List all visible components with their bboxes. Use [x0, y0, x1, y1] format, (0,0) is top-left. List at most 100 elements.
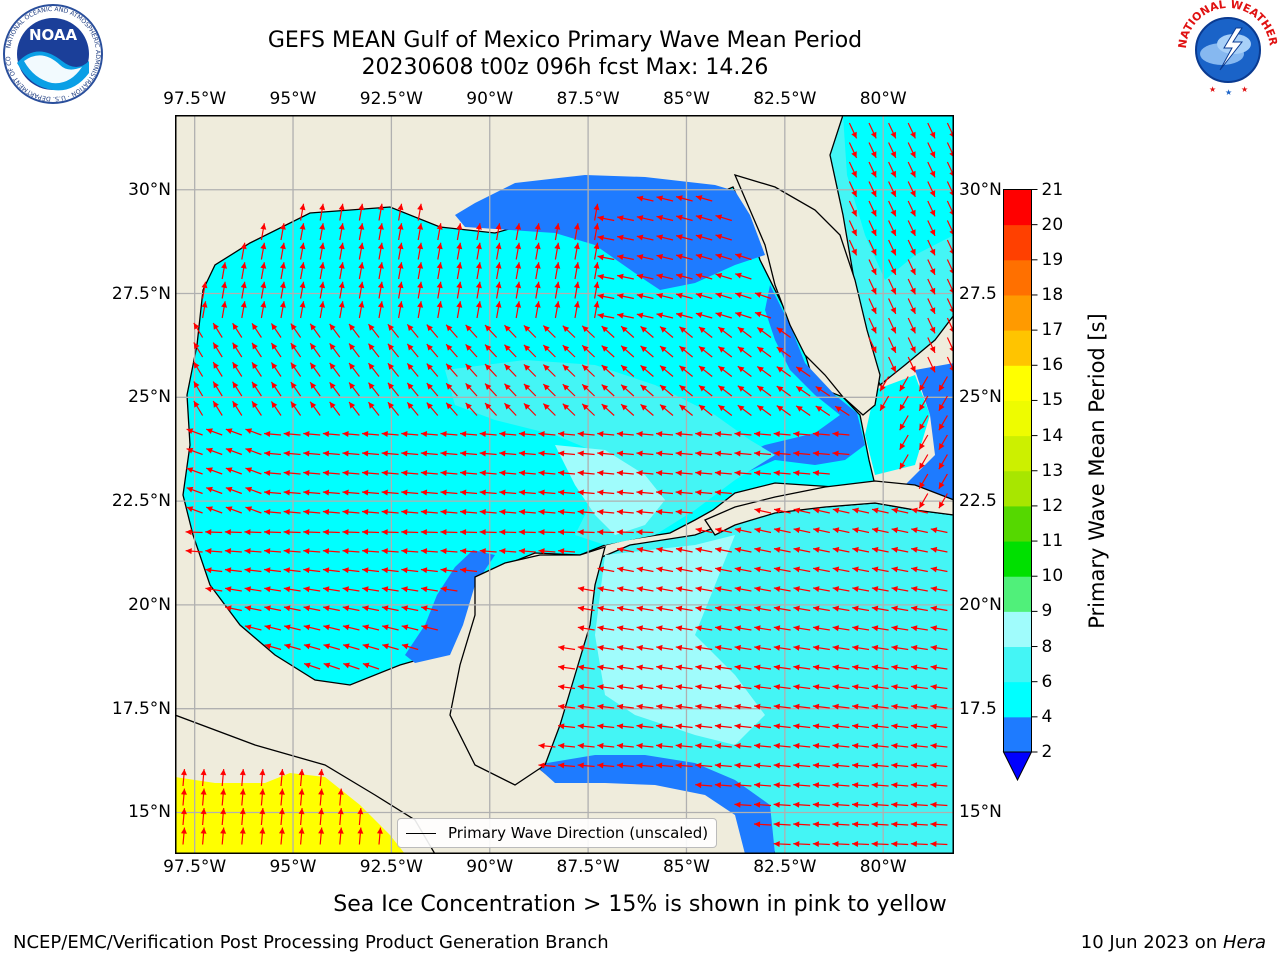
yellow-field-patch [175, 773, 405, 854]
wave-arrow-head [213, 323, 219, 330]
wave-arrow-head [362, 470, 369, 477]
wave-arrow-head [318, 769, 325, 776]
wave-arrow-head [245, 428, 253, 435]
wave-arrow-head [597, 489, 604, 496]
wave-arrow-head [871, 782, 878, 789]
wave-arrow-head [577, 489, 584, 496]
wave-arrow-head [220, 827, 227, 834]
wave-arrow-head [617, 234, 624, 241]
wave-arrow-head [538, 470, 545, 477]
wave-arrow-head [538, 762, 545, 769]
wave-arrow-head [349, 343, 356, 351]
wave-arrow-head [754, 723, 761, 730]
wave-arrow-head [200, 788, 207, 795]
wave-arrow-head [636, 509, 643, 516]
wave-arrow-head [617, 215, 624, 222]
wave-arrow-head [911, 507, 918, 514]
wave-arrow-head [290, 343, 297, 350]
wave-arrow-head [870, 307, 877, 314]
wave-arrow-head [871, 546, 879, 553]
wave-arrow-head [362, 548, 369, 555]
wave-arrow-head [773, 762, 780, 769]
wave-arrow-head [239, 788, 246, 795]
wave-arrow-head [401, 624, 409, 631]
wave-arrow-head [891, 566, 898, 573]
wave-arrow-head [318, 788, 325, 795]
wave-arrow-head [397, 281, 404, 289]
wave-arrow-head [852, 840, 859, 847]
wave-arrow-head [322, 431, 330, 438]
wave-arrow-head [890, 268, 896, 275]
wave-arrow-head [381, 567, 389, 574]
wave-arrow-head [225, 486, 233, 493]
wave-arrow-head [201, 301, 208, 308]
wave-arrow-head [812, 821, 819, 828]
wave-arrow-head [329, 362, 336, 370]
wave-arrow-head [754, 605, 761, 612]
wave-arrow-head [656, 723, 663, 730]
wave-arrow-head [303, 470, 310, 477]
wave-arrow-head [714, 489, 722, 496]
wave-arrow-head [815, 406, 823, 412]
wave-arrow-head [538, 509, 545, 516]
wave-arrow-head [338, 262, 345, 269]
wave-arrow-head [401, 567, 408, 574]
wave-arrow-head [440, 470, 447, 477]
wave-arrow-head [456, 242, 463, 250]
wave-arrow-head [695, 723, 702, 730]
wave-arrow-head [930, 742, 937, 749]
wave-arrow-head [919, 462, 925, 470]
wave-arrow-head [319, 223, 326, 230]
wave-arrow-head [260, 281, 267, 289]
wave-arrow-head [303, 548, 310, 555]
wave-arrow-head [675, 489, 682, 496]
wave-arrow-head [244, 567, 251, 574]
wave-arrow-head [240, 262, 247, 269]
wave-arrow-head [397, 262, 404, 269]
wave-arrow-head [342, 470, 349, 477]
wave-arrow-head [793, 664, 800, 671]
wave-arrow-head [930, 625, 938, 632]
wave-arrow-head [279, 262, 286, 269]
wave-arrow-head [773, 431, 780, 438]
wave-arrow-head [283, 470, 290, 477]
wave-arrow-head [303, 450, 310, 457]
colorbar-tick-label: 6 [1041, 671, 1053, 692]
wave-arrow-head [279, 223, 286, 230]
wave-arrow-head [851, 248, 857, 256]
wave-arrow-head [460, 431, 467, 438]
wave-arrow-head [715, 253, 723, 260]
wave-arrow-head [930, 782, 937, 789]
wave-arrow-head [773, 470, 780, 477]
wave-arrow-head [930, 723, 937, 730]
wave-arrow-head [518, 529, 525, 536]
wave-arrow-head [343, 662, 350, 669]
wave-arrow-head [304, 662, 311, 669]
colorbar-tick-label: 19 [1041, 249, 1064, 270]
wave-arrow-head [636, 470, 643, 477]
wave-arrow-head [298, 769, 305, 776]
wave-arrow-head [310, 382, 317, 389]
wave-arrow-head [930, 644, 937, 651]
wave-arrow-head [734, 625, 742, 632]
wave-arrow-head [558, 723, 565, 730]
wave-arrow-head [342, 586, 350, 593]
wave-arrow-head [793, 546, 801, 553]
wave-arrow-head [636, 195, 644, 202]
wave-arrow-head [475, 223, 482, 230]
wave-arrow-head [718, 385, 725, 392]
wave-arrow-head [852, 527, 859, 534]
wave-arrow-head [397, 203, 404, 211]
footer-date-text: 10 Jun 2023 on [1080, 932, 1223, 953]
wave-arrow-head [616, 742, 624, 749]
wave-arrow-head [271, 323, 278, 331]
wave-arrow-head [656, 625, 663, 632]
wave-arrow-head [240, 242, 247, 250]
legend-label: Primary Wave Direction (unscaled) [448, 824, 709, 842]
wave-arrow-head [695, 431, 702, 438]
wave-arrow-head [577, 625, 585, 632]
wave-arrow-head [773, 821, 780, 828]
wave-arrow-head [407, 324, 414, 331]
wave-arrow-head [475, 262, 482, 269]
wave-arrow-head [401, 509, 408, 516]
